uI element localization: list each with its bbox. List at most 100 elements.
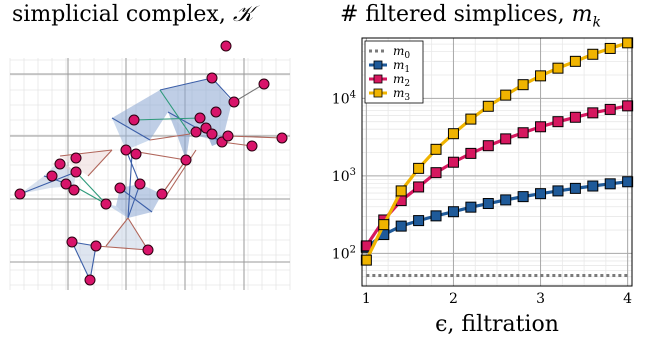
series-m1-point (500, 194, 512, 206)
legend-marker-m1 (373, 60, 383, 70)
series-m2-point (569, 111, 581, 123)
series-m3-point (465, 113, 477, 125)
series-m2-point (500, 133, 512, 145)
legend-label-m3: m3 (393, 86, 410, 103)
series-m1-point (482, 198, 494, 210)
node (84, 274, 96, 286)
series-m1-point (535, 188, 547, 200)
series-m1-point (430, 210, 442, 222)
node (206, 72, 218, 84)
series-m1-point (604, 178, 616, 190)
series-m2-point (482, 140, 494, 152)
node (220, 40, 232, 52)
node (68, 184, 80, 196)
series-m3-point (587, 48, 599, 60)
simplicial-complex-diagram (9, 40, 291, 290)
series-m3-point (500, 89, 512, 101)
series-m1-point (622, 176, 634, 188)
y-tick-label: 104 (332, 89, 356, 107)
complex-nodes (14, 40, 288, 286)
legend-marker-m2 (373, 74, 383, 84)
series-m2-point (552, 116, 564, 128)
y-tick-label: 103 (332, 167, 356, 185)
legend-label-m0: m0 (393, 44, 410, 61)
series-m3-point (447, 128, 459, 140)
x-tick-label: 1 (362, 291, 371, 307)
series-m2-point (587, 107, 599, 119)
series-m3-point (535, 70, 547, 82)
node (14, 188, 26, 200)
node (156, 188, 168, 200)
node (134, 178, 146, 190)
node (130, 148, 142, 160)
node (54, 158, 66, 170)
series-m3-point (517, 79, 529, 91)
node (90, 240, 102, 252)
plot-frame (361, 37, 633, 287)
complex-title-symbol: 𝒦 (232, 2, 254, 27)
chart-title: # filtered simplices, mk (340, 2, 601, 30)
complex-title-text: simplicial complex, (12, 2, 233, 27)
node (128, 114, 140, 126)
series-m3-point (552, 62, 564, 74)
legend-label-m2: m2 (393, 72, 410, 89)
node (276, 132, 288, 144)
series-m2-point (430, 167, 442, 179)
node (114, 182, 126, 194)
node (206, 128, 218, 140)
node (46, 170, 58, 182)
series-m3-point (395, 185, 407, 197)
node (190, 126, 202, 138)
chart-series (360, 37, 634, 277)
chart-title-text: # filtered simplices, (340, 2, 572, 27)
node (246, 140, 258, 152)
series-m2-line (365, 104, 628, 247)
x-axis-label: ϵ, filtration (435, 312, 559, 337)
node (66, 236, 78, 248)
series-m3-point (430, 143, 442, 155)
series-m3-point (413, 162, 425, 174)
x-tick-label: 2 (449, 291, 458, 307)
series-m1-point (517, 191, 529, 203)
series-m3-point (604, 42, 616, 54)
node (222, 130, 234, 142)
x-tick-label: 4 (623, 291, 632, 307)
node (70, 166, 82, 178)
node (210, 106, 222, 118)
node (180, 154, 192, 166)
chart-ticks: 1 2 3 4 102 103 104 (332, 89, 632, 307)
series-m1-point (395, 220, 407, 232)
series-m2-point (465, 147, 477, 159)
series-m2-point (622, 100, 634, 112)
series-m2-point (535, 121, 547, 133)
series-m3-point (378, 219, 390, 231)
node (100, 198, 112, 210)
series-m2-point (413, 181, 425, 193)
y-tick-label: 102 (332, 244, 356, 262)
series-m1-point (552, 185, 564, 197)
complex-panel-title: simplicial complex, 𝒦 (12, 2, 253, 27)
node (120, 144, 132, 156)
series-m1-line (365, 180, 628, 249)
series-m2-point (517, 127, 529, 139)
node (194, 112, 206, 124)
series-m2-point (360, 240, 372, 252)
series-m1-point (569, 182, 581, 194)
series-m2-point (604, 103, 616, 115)
node (228, 96, 240, 108)
series-m3-point (569, 55, 581, 67)
series-m1-point (413, 215, 425, 227)
node (142, 244, 154, 256)
series-m1-point (587, 180, 599, 192)
chart-title-symbol: m (571, 2, 593, 27)
series-m3-point (482, 100, 494, 112)
legend-label-m1: m1 (393, 58, 410, 75)
x-tick-label: 3 (536, 291, 545, 307)
series-m3-point (360, 254, 372, 266)
series-m3-line (364, 41, 629, 261)
series-m3-point (622, 37, 634, 49)
series-m2-point (447, 156, 459, 168)
